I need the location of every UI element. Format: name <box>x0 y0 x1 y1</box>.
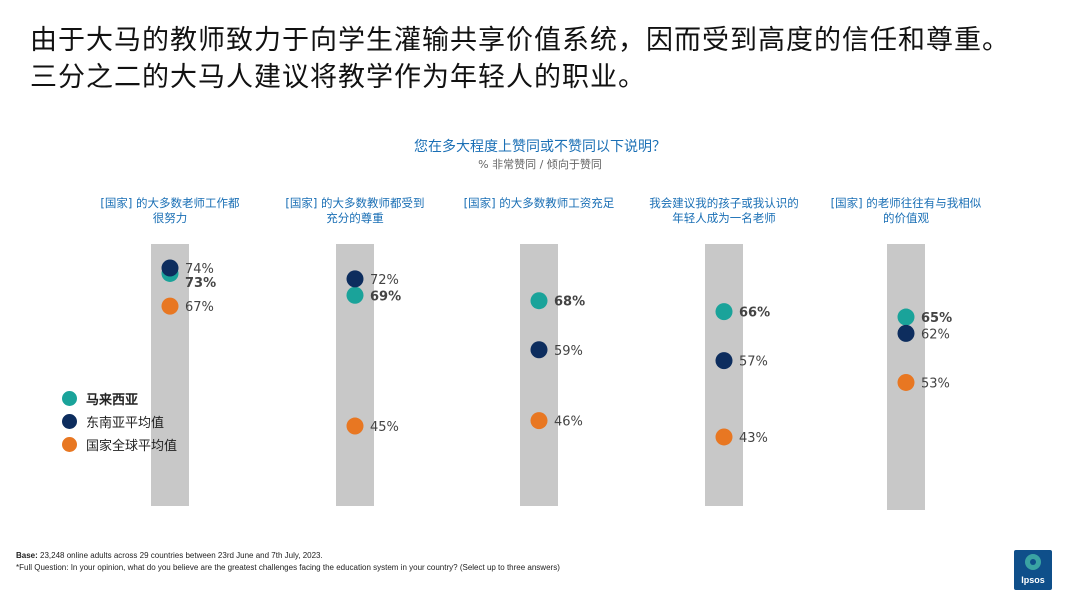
category-label-line: 充分的尊重 <box>326 211 384 225</box>
category-label: 我会建议我的孩子或我认识的 年轻人成为一名老师 <box>624 196 824 226</box>
data-label: 68% <box>554 295 585 310</box>
range-bar <box>705 244 743 506</box>
data-label: 59% <box>554 344 583 359</box>
category-label: [国家] 的大多数教师工资充足 <box>439 196 639 211</box>
data-label: 53% <box>921 376 950 391</box>
survey-subquestion: % 非常赞同 / 倾向于赞同 <box>478 158 602 171</box>
category-label-line: 我会建议我的孩子或我认识的 <box>649 196 799 210</box>
data-point-malaysia <box>530 292 548 310</box>
data-label: 69% <box>370 289 401 304</box>
category-label-line: 的价值观 <box>883 211 929 225</box>
data-label: 65% <box>921 311 952 326</box>
data-point-sea-average <box>530 341 548 359</box>
page-title: 由于大马的教师致力于向学生灌输共享价值系统，因而受到高度的信任和尊重。三分之二的… <box>30 25 1010 93</box>
data-point-sea-average <box>715 352 733 370</box>
category-label-line: [国家] 的大多数教师工资充足 <box>463 196 615 210</box>
data-point-sea-average <box>161 259 179 277</box>
data-label: 72% <box>370 273 399 288</box>
survey-question: 您在多大程度上赞同或不赞同以下说明？ <box>414 139 666 155</box>
logo-text: Ipsos <box>1021 575 1045 585</box>
category-label: [国家] 的大多数老师工作都 很努力 <box>70 196 270 226</box>
category-label: [国家] 的大多数教师都受到 充分的尊重 <box>255 196 455 226</box>
ipsos-logo: Ipsos <box>1014 550 1052 590</box>
category-label-line: 很努力 <box>152 211 188 225</box>
category-label-line: [国家] 的大多数教师都受到 <box>285 196 425 210</box>
category-label-line: [国家] 的老师往往有与我相似 <box>830 196 982 210</box>
legend-label: 马来西亚 <box>86 393 139 408</box>
footnote-base: Base: 23,248 online adults across 29 cou… <box>16 551 323 560</box>
data-label: 74% <box>185 262 214 277</box>
range-bar <box>151 244 189 506</box>
legend-item: 东南亚平均值 <box>62 412 164 431</box>
data-point-sea-average <box>346 270 364 288</box>
data-point-malaysia <box>346 286 364 304</box>
range-bar <box>520 244 558 506</box>
data-label: 46% <box>554 415 583 430</box>
data-label: 73% <box>185 276 216 291</box>
legend-label: 东南亚平均值 <box>86 416 165 431</box>
data-point-global-average <box>897 373 915 391</box>
legend-label: 国家全球平均值 <box>86 439 178 454</box>
footnote-full-question: *Full Question: In your opinion, what do… <box>16 563 560 572</box>
data-label: 62% <box>921 327 950 342</box>
data-label: 57% <box>739 355 768 370</box>
base-label: Base: <box>16 551 38 560</box>
data-point-global-average <box>346 417 364 435</box>
base-text: 23,248 online adults across 29 countries… <box>37 551 323 560</box>
data-point-malaysia <box>897 308 915 326</box>
data-point-sea-average <box>897 324 915 342</box>
category-label: [国家] 的老师往往有与我相似 的价值观 <box>806 196 1006 226</box>
legend-swatch <box>62 437 77 452</box>
data-label: 43% <box>739 431 768 446</box>
legend-item: 国家全球平均值 <box>62 435 177 454</box>
category-label-line: 年轻人成为一名老师 <box>672 211 776 225</box>
data-point-global-average <box>161 297 179 315</box>
data-point-global-average <box>530 412 548 430</box>
legend-item: 马来西亚 <box>62 389 138 408</box>
data-point-global-average <box>715 428 733 446</box>
data-point-malaysia <box>715 303 733 321</box>
data-label: 45% <box>370 420 399 435</box>
data-label: 67% <box>185 300 214 315</box>
logo-swirl-inner <box>1030 559 1036 565</box>
legend-swatch <box>62 391 77 406</box>
legend-swatch <box>62 414 77 429</box>
category-label-line: [国家] 的大多数老师工作都 <box>100 196 240 210</box>
data-label: 66% <box>739 306 770 321</box>
